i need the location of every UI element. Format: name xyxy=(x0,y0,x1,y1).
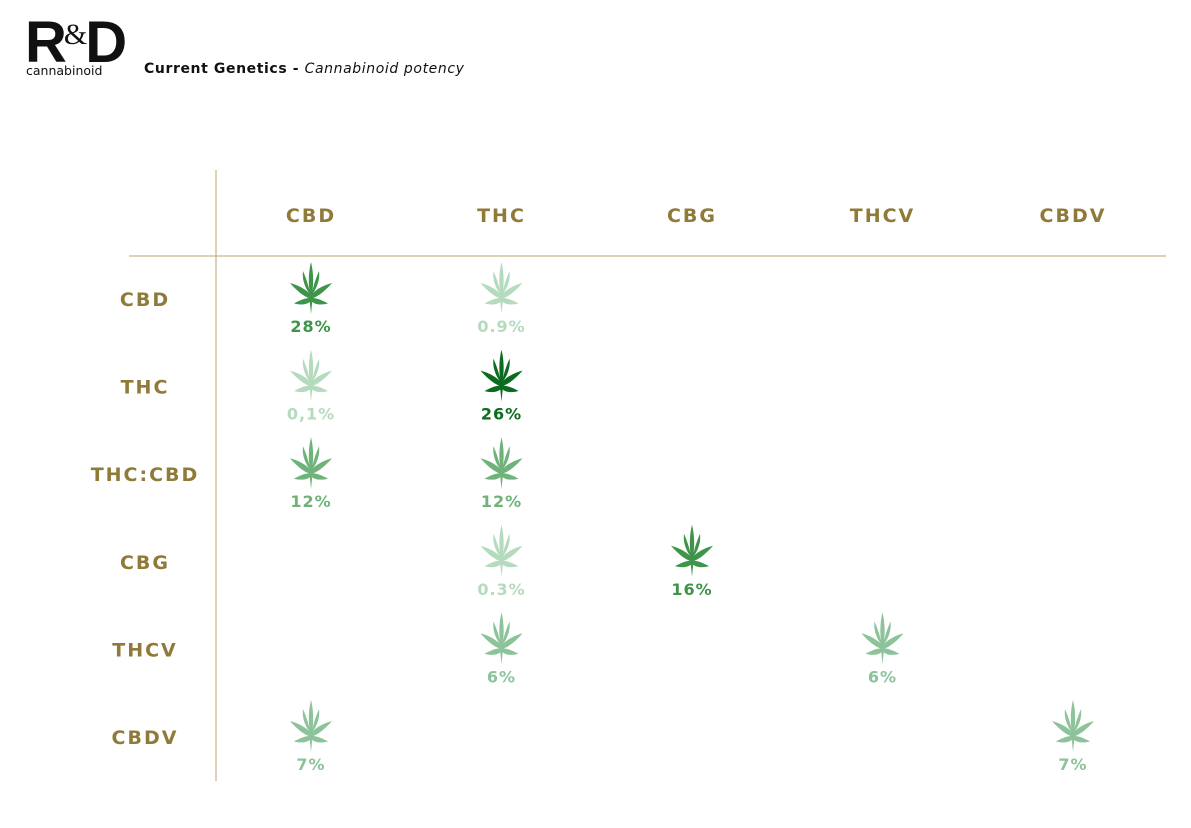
cell-cbg-cbg: 16% xyxy=(671,524,713,599)
cell-value-label: 12% xyxy=(290,492,331,511)
cannabis-leaf-icon xyxy=(290,349,332,402)
cell-value-label: 6% xyxy=(487,667,516,686)
cell-thcv-thcv: 6% xyxy=(861,612,904,686)
cannabis-leaf-icon xyxy=(480,612,523,665)
cell-value-label: 0.9% xyxy=(477,317,525,336)
column-header-cbg: CBG xyxy=(667,205,717,227)
cell-cbd-thc: 0.9% xyxy=(477,262,525,336)
cell-cbg-thc: 0.3% xyxy=(477,524,525,599)
column-header-cbd: CBD xyxy=(286,205,336,227)
page-subtitle: Cannabinoid potency xyxy=(304,61,465,77)
cell-value-label: 28% xyxy=(290,317,331,336)
cannabis-leaf-icon xyxy=(1052,700,1094,752)
matrix-cells: 28% 0.9% 0,1% 26% 12% 12% 0.3% 16% 6% 6% 7% 7% xyxy=(287,262,1094,774)
cell-value-label: 7% xyxy=(1058,755,1087,774)
logo-ampersand: & xyxy=(63,18,87,51)
cannabis-leaf-icon xyxy=(290,700,332,752)
cannabis-leaf-icon xyxy=(480,349,523,402)
row-header-cbdv: CBDV xyxy=(112,727,179,749)
page-title: Current Genetics - Cannabinoid potency xyxy=(144,61,465,77)
cell-thc-thc: 26% xyxy=(480,349,523,424)
column-header-cbdv: CBDV xyxy=(1040,205,1107,227)
cannabis-leaf-icon xyxy=(480,437,523,490)
row-header-thcv: THCV xyxy=(112,639,178,661)
cell-cbdv-cbd: 7% xyxy=(290,700,332,774)
page-title-main: Current Genetics - xyxy=(144,61,305,77)
logo-mark: R&D xyxy=(25,10,127,72)
cell-value-label: 26% xyxy=(481,405,522,424)
row-header-cbd: CBD xyxy=(120,289,170,311)
cell-thc-cbd-cbd: 12% xyxy=(290,437,332,511)
cell-value-label: 0,1% xyxy=(287,405,335,424)
logo-subtitle: cannabinoid xyxy=(26,63,103,78)
row-header-thc: THC xyxy=(121,377,170,399)
cell-value-label: 0.3% xyxy=(477,580,525,599)
cell-value-label: 12% xyxy=(481,492,522,511)
logo-letter-d: D xyxy=(85,10,127,75)
column-header-thc: THC xyxy=(477,205,526,227)
cell-thc-cbd-thc: 12% xyxy=(480,437,523,511)
column-headers: CBD THC CBG THCV CBDV xyxy=(286,205,1107,227)
cannabis-leaf-icon xyxy=(861,612,904,665)
cannabis-leaf-icon xyxy=(290,437,332,490)
cell-value-label: 6% xyxy=(868,667,897,686)
cell-cbd-cbd: 28% xyxy=(290,262,332,336)
cannabis-leaf-icon xyxy=(480,262,523,314)
cannabis-leaf-icon xyxy=(290,262,332,314)
cell-thcv-thc: 6% xyxy=(480,612,523,686)
cell-value-label: 16% xyxy=(671,580,712,599)
cannabis-leaf-icon xyxy=(671,524,713,577)
cell-cbdv-cbdv: 7% xyxy=(1052,700,1094,774)
cell-thc-cbd: 0,1% xyxy=(287,349,335,424)
grid-lines xyxy=(129,170,1166,781)
cannabis-leaf-icon xyxy=(480,524,523,577)
column-header-thcv: THCV xyxy=(850,205,916,227)
row-headers: CBD THC THC:CBD CBG THCV CBDV xyxy=(91,289,200,749)
logo-letter-r: R xyxy=(25,10,67,75)
row-header-cbg: CBG xyxy=(120,552,170,574)
cell-value-label: 7% xyxy=(296,755,325,774)
row-header-thc-cbd: THC:CBD xyxy=(91,464,200,486)
